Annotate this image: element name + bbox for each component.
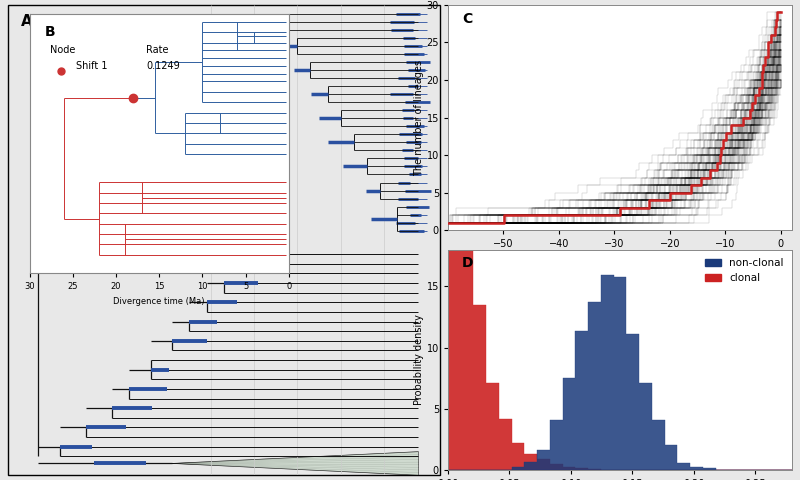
Text: D: D	[462, 256, 474, 270]
Polygon shape	[448, 275, 792, 470]
Text: C: C	[462, 12, 472, 25]
Text: A: A	[21, 14, 33, 29]
Polygon shape	[172, 452, 418, 475]
Y-axis label: Probability density: Probability density	[414, 314, 424, 406]
Polygon shape	[448, 0, 792, 470]
Legend: non-clonal, clonal: non-clonal, clonal	[702, 255, 786, 286]
X-axis label: Age (Ma): Age (Ma)	[598, 255, 642, 265]
Y-axis label: The number of lineages: The number of lineages	[414, 60, 424, 176]
